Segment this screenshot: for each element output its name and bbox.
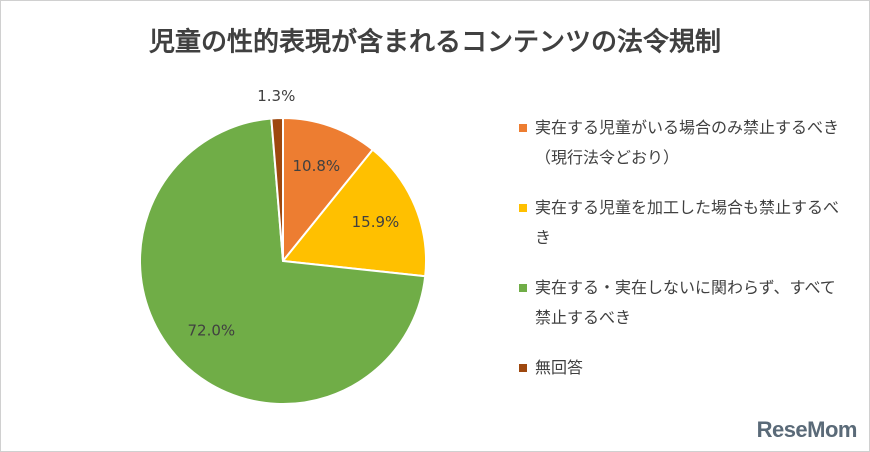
data-label: 10.8% (292, 157, 340, 175)
pie-slice (282, 116, 375, 264)
data-label: 1.3% (257, 87, 295, 105)
legend-item: 実在する・実在しないに関わらず、すべて禁止するべき (519, 273, 849, 333)
legend-label: 実在する児童がいる場合のみ禁止するべき（現行法令どおり） (535, 118, 840, 167)
pie-slice (270, 116, 284, 262)
legend-label: 実在する・実在しないに関わらず、すべて禁止するべき (535, 278, 836, 327)
data-label: 15.9% (352, 213, 400, 231)
watermark: ReseMom (756, 417, 858, 442)
legend-swatch (519, 124, 527, 132)
chart-title: 児童の性的表現が含まれるコンテンツの法令規制 (149, 27, 721, 58)
legend-swatch (519, 204, 527, 212)
legend-label: 実在する児童を加工した場合も禁止するべき (535, 198, 840, 247)
legend-swatch (519, 364, 527, 372)
pie-slice (139, 117, 427, 405)
legend-item: 実在する児童がいる場合のみ禁止するべき（現行法令どおり） (519, 113, 849, 173)
legend-label: 無回答 (535, 358, 584, 377)
legend-item: 実在する児童を加工した場合も禁止するべき (519, 193, 849, 253)
data-label: 72.0% (188, 321, 236, 339)
pie-slice (281, 148, 427, 278)
legend-swatch (519, 284, 527, 292)
legend: 実在する児童がいる場合のみ禁止するべき（現行法令どおり） 実在する児童を加工した場… (519, 113, 849, 383)
legend-item: 無回答 (519, 353, 849, 383)
